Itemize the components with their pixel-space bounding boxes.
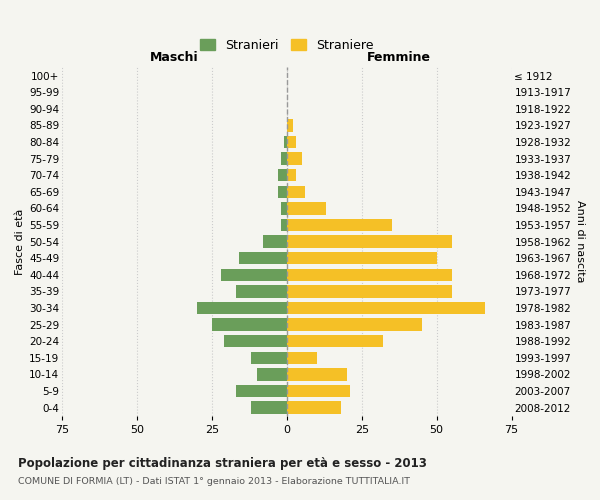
Bar [287, 285, 452, 298]
Bar [287, 219, 392, 231]
Bar [287, 368, 347, 380]
Y-axis label: Fasce di età: Fasce di età [15, 208, 25, 275]
Bar [278, 169, 287, 181]
Bar [278, 186, 287, 198]
Y-axis label: Anni di nascita: Anni di nascita [575, 200, 585, 283]
Bar [221, 268, 287, 281]
Bar [257, 368, 287, 380]
Bar [287, 268, 452, 281]
Bar [287, 385, 350, 398]
Text: Maschi: Maschi [150, 51, 199, 64]
Bar [287, 352, 317, 364]
Bar [287, 202, 326, 214]
Bar [287, 335, 383, 347]
Bar [263, 236, 287, 248]
Bar [287, 402, 341, 414]
Bar [287, 252, 437, 264]
Bar [287, 136, 296, 148]
Bar [281, 152, 287, 165]
Bar [251, 352, 287, 364]
Bar [287, 119, 293, 132]
Bar [281, 202, 287, 214]
Bar [224, 335, 287, 347]
Bar [212, 318, 287, 331]
Text: Femmine: Femmine [367, 51, 431, 64]
Legend: Stranieri, Straniere: Stranieri, Straniere [200, 38, 374, 52]
Bar [287, 186, 305, 198]
Bar [197, 302, 287, 314]
Bar [287, 152, 302, 165]
Bar [239, 252, 287, 264]
Bar [251, 402, 287, 414]
Bar [236, 385, 287, 398]
Bar [287, 169, 296, 181]
Bar [287, 236, 452, 248]
Text: COMUNE DI FORMIA (LT) - Dati ISTAT 1° gennaio 2013 - Elaborazione TUTTITALIA.IT: COMUNE DI FORMIA (LT) - Dati ISTAT 1° ge… [18, 478, 410, 486]
Bar [287, 302, 485, 314]
Bar [236, 285, 287, 298]
Text: Popolazione per cittadinanza straniera per età e sesso - 2013: Popolazione per cittadinanza straniera p… [18, 458, 427, 470]
Bar [281, 219, 287, 231]
Bar [287, 318, 422, 331]
Bar [284, 136, 287, 148]
